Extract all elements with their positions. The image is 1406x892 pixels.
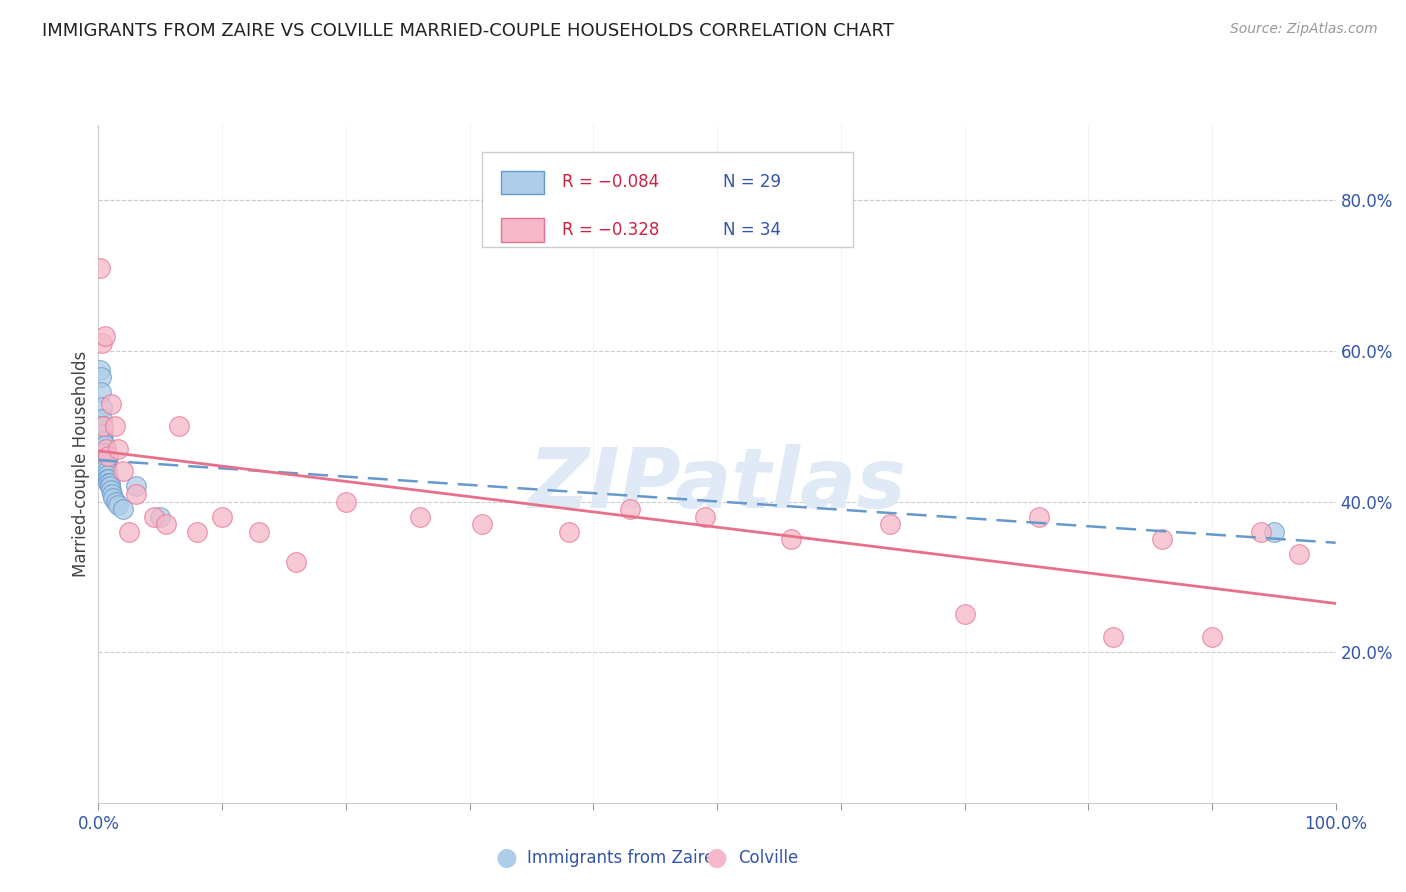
Point [1288,547,1310,561]
Text: ●: ● [706,847,728,870]
Point [143,509,166,524]
Point [89,362,111,376]
Point [149,509,172,524]
Point [94,457,117,471]
Point [1263,524,1285,539]
Point [471,517,494,532]
Point [98,479,121,493]
Point [93,419,115,434]
FancyBboxPatch shape [482,152,853,247]
Point [96,468,118,483]
Point [93,438,115,452]
Point [91,401,114,415]
Point [104,494,127,508]
Point [124,479,146,493]
Point [879,517,901,532]
Point [409,509,432,524]
Point [103,419,125,434]
Text: Colville: Colville [738,849,799,867]
Point [335,494,357,508]
Point [112,502,135,516]
Point [619,502,641,516]
Point [100,483,122,498]
Point [93,453,115,467]
Point [100,396,122,410]
Point [97,472,120,486]
Point [96,472,118,486]
Point [94,460,117,475]
Point [93,426,115,441]
Point [211,509,233,524]
Y-axis label: Married-couple Households: Married-couple Households [72,351,90,577]
Point [186,524,208,539]
Text: Source: ZipAtlas.com: Source: ZipAtlas.com [1230,22,1378,37]
Point [155,517,177,532]
Point [98,475,121,490]
Text: R = −0.084: R = −0.084 [562,173,659,192]
Point [93,328,115,343]
Point [1028,509,1050,524]
Point [101,487,124,501]
Point [97,450,120,464]
FancyBboxPatch shape [501,218,544,242]
Point [1250,524,1272,539]
Text: ZIPatlas: ZIPatlas [529,443,905,524]
Point [90,385,112,400]
Point [1102,630,1125,644]
Point [1201,630,1223,644]
Point [557,524,579,539]
Point [107,442,129,456]
Text: IMMIGRANTS FROM ZAIRE VS COLVILLE MARRIED-COUPLE HOUSEHOLDS CORRELATION CHART: IMMIGRANTS FROM ZAIRE VS COLVILLE MARRIE… [42,22,894,40]
Point [953,607,976,622]
Point [93,445,115,459]
Point [693,509,716,524]
Text: ●: ● [495,847,517,870]
Text: R = −0.328: R = −0.328 [562,221,659,239]
Point [1152,532,1174,546]
Point [107,498,129,512]
Point [780,532,803,546]
Point [94,442,117,456]
Point [91,336,114,351]
Point [112,464,135,478]
Point [89,260,111,275]
Point [103,491,125,505]
Point [91,411,114,425]
Point [93,419,115,434]
Point [96,464,118,478]
Text: Immigrants from Zaire: Immigrants from Zaire [527,849,714,867]
Point [97,475,120,490]
Point [247,524,270,539]
Point [124,487,146,501]
Point [118,524,141,539]
Text: N = 34: N = 34 [723,221,782,239]
FancyBboxPatch shape [501,170,544,194]
Point [285,555,308,569]
Text: N = 29: N = 29 [723,173,782,192]
Point [167,419,190,434]
Point [90,370,112,384]
Point [93,434,115,449]
